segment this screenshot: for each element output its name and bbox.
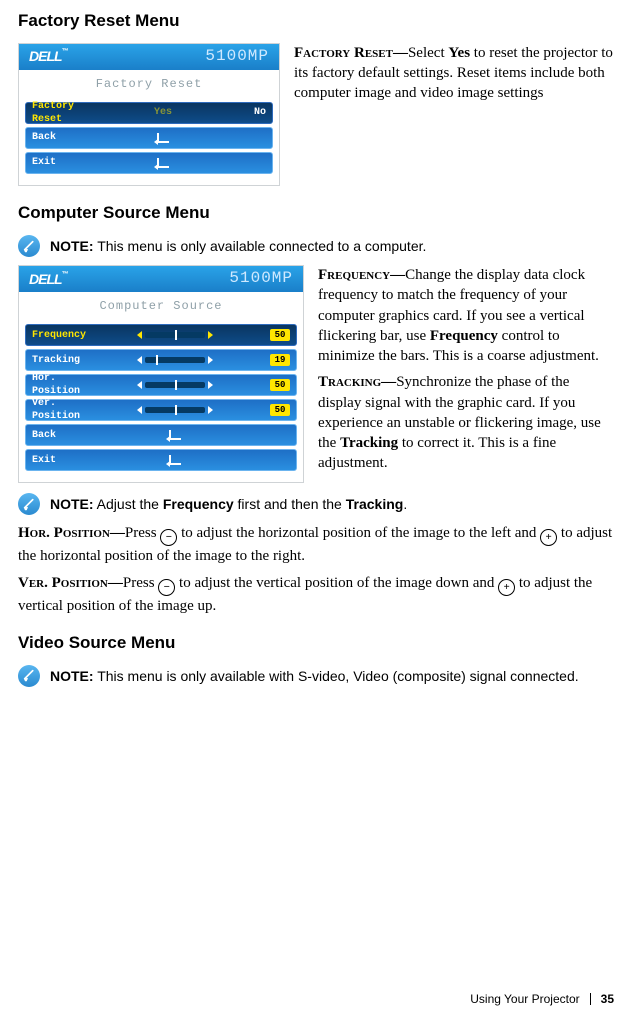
menu-title: Factory Reset [19, 70, 279, 102]
menu-header: DELL™ 5100MP [19, 266, 303, 292]
dell-logo: DELL™ [29, 47, 69, 66]
enter-icon [157, 133, 169, 143]
menu-item-exit[interactable]: Exit [25, 449, 297, 471]
computer-source-section: Computer Source Menu NOTE: This menu is … [18, 202, 614, 616]
computer-source-description: Frequency—Change the display data clock … [318, 265, 614, 483]
plus-button-icon: + [540, 529, 557, 546]
video-source-section: Video Source Menu NOTE: This menu is onl… [18, 632, 614, 687]
model-label: 5100MP [205, 46, 269, 68]
menu-item-factory-reset[interactable]: Factory Reset Yes No [25, 102, 273, 124]
menu-item-exit[interactable]: Exit [25, 152, 273, 174]
note-adjust-frequency-tracking: NOTE: Adjust the Frequency first and the… [18, 493, 614, 515]
computer-row: DELL™ 5100MP Computer Source Frequency 5… [18, 265, 614, 483]
factory-menu-screenshot: DELL™ 5100MP Factory Reset Factory Reset… [18, 43, 280, 186]
note-icon [18, 235, 40, 257]
ver-position-para: Ver. Position—Press − to adjust the vert… [18, 573, 614, 616]
footer-separator [590, 993, 591, 1005]
enter-icon [169, 430, 181, 440]
menu-item-frequency[interactable]: Frequency 50 [25, 324, 297, 346]
model-label: 5100MP [229, 268, 293, 290]
note-computer-only: NOTE: This menu is only available connec… [18, 235, 614, 257]
menu-header: DELL™ 5100MP [19, 44, 279, 70]
heading-factory-reset: Factory Reset Menu [18, 10, 614, 33]
note-icon [18, 493, 40, 515]
footer-section: Using Your Projector [470, 991, 579, 1007]
note-icon [18, 665, 40, 687]
note-video-only: NOTE: This menu is only available with S… [18, 665, 614, 687]
factory-reset-description: Factory Reset—Select Yes to reset the pr… [294, 43, 614, 186]
menu-item-ver-position[interactable]: Ver. Position 50 [25, 399, 297, 421]
ver-position-term: Ver. Position— [18, 575, 123, 591]
factory-reset-term: Factory Reset— [294, 45, 408, 61]
factory-reset-section: Factory Reset Menu DELL™ 5100MP Factory … [18, 10, 614, 186]
enter-icon [157, 158, 169, 168]
menu-item-tracking[interactable]: Tracking 19 [25, 349, 297, 371]
minus-button-icon: − [158, 579, 175, 596]
enter-icon [169, 455, 181, 465]
heading-video-source: Video Source Menu [18, 632, 614, 655]
hor-position-term: Hor. Position— [18, 525, 125, 541]
menu-title: Computer Source [19, 292, 303, 324]
footer-page-number: 35 [601, 991, 614, 1007]
frequency-term: Frequency— [318, 267, 405, 283]
note-label: NOTE: [50, 238, 94, 254]
minus-button-icon: − [160, 529, 177, 546]
menu-item-hor-position[interactable]: Hor. Position 50 [25, 374, 297, 396]
menu-item-back[interactable]: Back [25, 424, 297, 446]
computer-menu-screenshot: DELL™ 5100MP Computer Source Frequency 5… [18, 265, 304, 483]
factory-row: DELL™ 5100MP Factory Reset Factory Reset… [18, 43, 614, 186]
tracking-term: Tracking— [318, 374, 396, 390]
menu-item-back[interactable]: Back [25, 127, 273, 149]
page-footer: Using Your Projector 35 [470, 991, 614, 1007]
plus-button-icon: + [498, 579, 515, 596]
hor-position-para: Hor. Position—Press − to adjust the hori… [18, 523, 614, 566]
heading-computer-source: Computer Source Menu [18, 202, 614, 225]
dell-logo: DELL™ [29, 270, 69, 289]
